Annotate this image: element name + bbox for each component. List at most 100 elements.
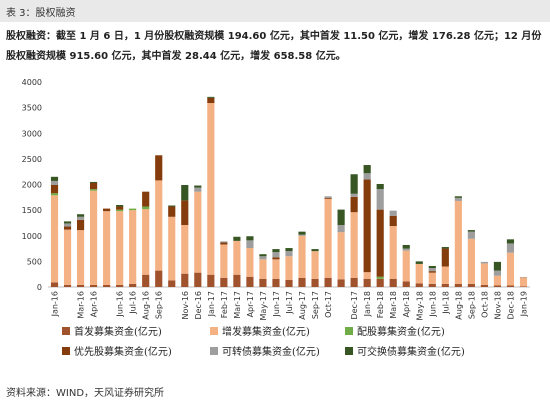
bar-segment — [155, 155, 163, 181]
x-tick-label: Dec-18 — [506, 291, 515, 320]
bar-segment — [207, 97, 215, 104]
bar-segment — [415, 261, 423, 264]
bar-segment — [90, 190, 98, 285]
bar-segment — [285, 248, 293, 252]
bar-segment — [506, 285, 515, 287]
legend-label: 优先股募集资金(亿元) — [74, 345, 172, 358]
x-tick-label: Sep-16 — [155, 291, 164, 319]
x-tick-label: Jan-18 — [363, 291, 372, 317]
bar-segment — [220, 242, 228, 245]
bar-segment — [103, 284, 111, 287]
bar-segment — [50, 180, 59, 186]
bar-segment — [298, 277, 306, 287]
bar-segment — [220, 244, 228, 278]
bar-segment — [506, 243, 515, 253]
legend-swatch — [62, 327, 70, 335]
table-header-bar: 表 3：股权融资 — [0, 0, 550, 22]
bar-segment — [259, 278, 267, 287]
bar-segment — [428, 271, 436, 273]
table-title: 表 3：股权融资 — [6, 8, 76, 19]
bar-segment — [311, 249, 319, 252]
x-tick-label: May-18 — [415, 291, 424, 320]
bar-segment — [259, 259, 267, 279]
equity-financing-chart: 0 500 1000 1500 2000 2500 3000 3500 4000 Jan-16 Ma… — [0, 72, 550, 378]
bar-segment — [376, 276, 384, 279]
bar-segment — [350, 193, 358, 197]
bar-segment — [285, 256, 293, 280]
bar-segment — [337, 232, 345, 280]
bar-segment — [506, 252, 515, 286]
x-tick-label: Nov-16 — [181, 291, 190, 319]
bar-segment — [63, 223, 72, 227]
x-tick-label: Apr-18 — [402, 291, 411, 317]
bar-segment — [428, 265, 436, 269]
bar-segment — [363, 179, 371, 273]
x-tick-label: Mar-18 — [389, 291, 398, 319]
bar-segment — [116, 209, 124, 212]
x-tick-label: Jun-16 — [116, 291, 125, 318]
bar-segment — [467, 283, 475, 287]
bar-segment — [168, 280, 176, 287]
bar-segment — [155, 270, 163, 287]
bar-segment — [233, 236, 241, 241]
x-tick-label: Jul-18 — [441, 291, 450, 315]
bar-segment — [194, 191, 202, 273]
legend-label: 可交换债募集资金(亿元) — [357, 345, 465, 358]
bar-segment — [376, 183, 384, 190]
bar-segment — [389, 278, 397, 287]
bar-segment — [493, 261, 502, 271]
bar-segment — [142, 274, 150, 287]
bar-segment — [103, 208, 111, 212]
x-tick-label: Mar-17 — [233, 291, 242, 319]
x-tick-label: Jun-18 — [428, 291, 437, 318]
bar-segment — [76, 230, 85, 285]
bar-segment — [103, 211, 111, 285]
bar-segment — [272, 249, 280, 253]
bar-segment — [246, 248, 254, 277]
legend-label: 首发募集资金(亿元) — [74, 325, 162, 338]
bar-segment — [272, 278, 280, 287]
bar-segment — [116, 211, 124, 285]
bar-segment — [480, 263, 488, 285]
bar-segment — [480, 284, 488, 287]
legend-label: 增发募集资金(亿元) — [222, 325, 310, 338]
bar-segment — [350, 174, 358, 194]
y-tick-label: 3500 — [22, 104, 42, 113]
bar-segment — [220, 277, 228, 287]
legend-swatch — [345, 347, 353, 355]
bar-segment — [363, 173, 371, 180]
bar-segment — [428, 268, 436, 272]
x-tick-label: Aug-18 — [454, 291, 463, 320]
bar-segment — [441, 248, 449, 267]
bar-segment — [480, 261, 488, 264]
bar-segment — [63, 221, 72, 224]
bar-segment — [415, 283, 423, 287]
bar-segment — [506, 239, 515, 244]
x-tick-label: Sep-17 — [311, 291, 320, 319]
bar-segment — [402, 248, 410, 251]
y-tick-label: 1500 — [22, 206, 42, 215]
bar-segment — [415, 263, 423, 284]
bar-segment — [181, 200, 189, 225]
x-tick-label: Dec-17 — [350, 291, 359, 320]
bar-segment — [142, 206, 150, 210]
bar-segment — [441, 283, 449, 287]
bar-segment — [129, 283, 137, 287]
bar-segment — [233, 274, 241, 287]
x-tick-label: Mar-16 — [77, 291, 86, 319]
bar-segment — [272, 259, 280, 279]
bar-segment — [90, 284, 98, 287]
bar-segment — [259, 254, 267, 257]
chart-svg: 0 500 1000 1500 2000 2500 3000 3500 4000 Jan-16 Ma… — [22, 78, 530, 358]
x-tick-label: Oct-18 — [480, 291, 489, 318]
bar-segment — [181, 273, 189, 287]
bar-segment — [142, 191, 150, 207]
x-tick-label: Jan-16 — [51, 291, 60, 317]
source-note: 资料来源：WIND，天风证券研究所 — [6, 388, 165, 399]
bar-segment — [233, 240, 241, 275]
bar-segment — [467, 230, 475, 232]
bar-segment — [363, 278, 371, 287]
x-tick-label: Aug-16 — [142, 291, 151, 320]
bar-segment — [246, 240, 254, 249]
bar-segment — [324, 198, 332, 278]
